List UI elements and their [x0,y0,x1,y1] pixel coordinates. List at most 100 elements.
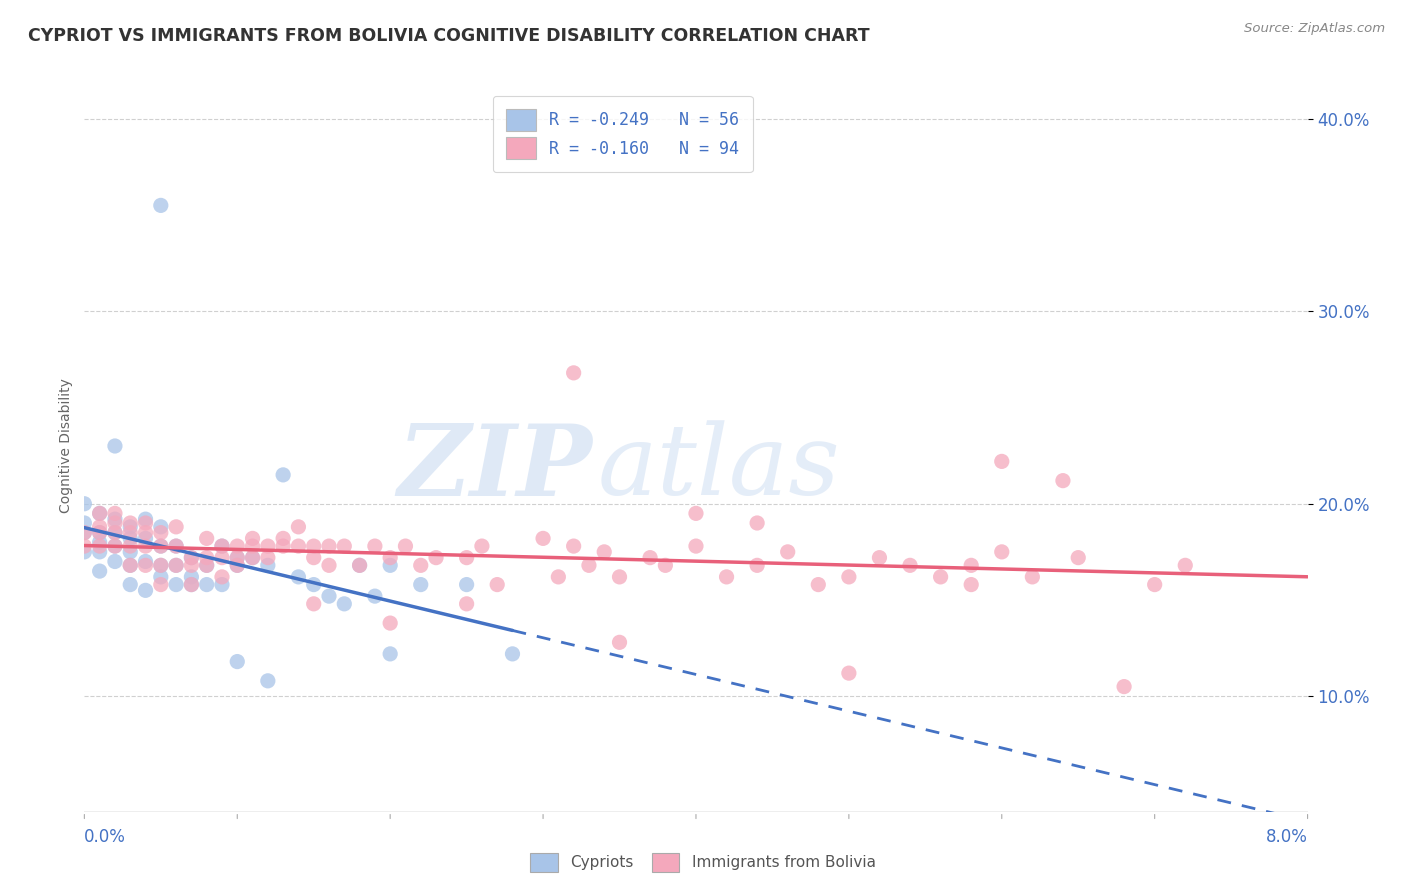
Point [180,577,202,591]
Point [89,545,111,559]
Legend: R = -0.249   N = 56, R = -0.160   N = 94: R = -0.249 N = 56, R = -0.160 N = 94 [492,96,752,172]
Point [211,539,233,553]
Point [89,564,111,578]
Point [165,558,187,573]
Point [991,545,1014,559]
Point [242,532,264,546]
Point [120,525,142,540]
Point [609,635,631,649]
Point [929,570,952,584]
Point [685,539,707,553]
Point [318,589,340,603]
Point [502,647,524,661]
Point [1067,550,1090,565]
Point [242,550,264,565]
Point [394,539,416,553]
Point [149,570,172,584]
Point [1174,558,1197,573]
Point [716,570,738,584]
Point [89,507,111,521]
Point [456,550,478,565]
Point [685,507,707,521]
Legend: Cypriots, Immigrants from Bolivia: Cypriots, Immigrants from Bolivia [523,845,883,880]
Point [531,532,554,546]
Point [104,525,127,540]
Point [271,539,294,553]
Point [486,577,509,591]
Text: atlas: atlas [598,420,841,516]
Point [104,539,127,553]
Point [165,520,187,534]
Point [120,577,142,591]
Point [960,577,983,591]
Point [226,550,249,565]
Point [991,454,1014,468]
Point [211,539,233,553]
Point [135,539,157,553]
Point [195,577,218,591]
Point [120,532,142,546]
Point [120,558,142,573]
Point [89,539,111,553]
Point [135,583,157,598]
Point [73,525,96,540]
Point [562,366,585,380]
Text: 0.0%: 0.0% [84,829,127,847]
Point [104,512,127,526]
Point [104,439,127,453]
Point [287,539,309,553]
Point [287,570,309,584]
Point [1021,570,1043,584]
Point [776,545,799,559]
Point [226,558,249,573]
Point [318,558,340,573]
Point [578,558,600,573]
Point [180,550,202,565]
Point [349,558,371,573]
Point [898,558,921,573]
Point [638,550,661,565]
Point [149,558,172,573]
Point [364,539,387,553]
Point [838,570,860,584]
Text: 8.0%: 8.0% [1265,829,1308,847]
Point [135,554,157,568]
Point [104,539,127,553]
Point [257,539,280,553]
Point [104,507,127,521]
Point [180,577,202,591]
Point [287,520,309,534]
Point [562,539,585,553]
Point [180,570,202,584]
Point [120,520,142,534]
Point [807,577,830,591]
Point [180,558,202,573]
Point [747,558,769,573]
Point [547,570,569,584]
Y-axis label: Cognitive Disability: Cognitive Disability [59,378,73,514]
Point [838,666,860,681]
Point [380,558,402,573]
Point [302,577,325,591]
Point [149,520,172,534]
Point [1143,577,1166,591]
Point [149,198,172,212]
Point [960,558,983,573]
Point [226,558,249,573]
Point [89,535,111,549]
Point [226,550,249,565]
Point [1052,474,1074,488]
Point [226,539,249,553]
Point [73,497,96,511]
Point [257,558,280,573]
Point [195,558,218,573]
Point [211,577,233,591]
Point [89,525,111,540]
Point [73,539,96,553]
Point [149,525,172,540]
Point [195,550,218,565]
Point [165,577,187,591]
Point [195,532,218,546]
Point [302,597,325,611]
Point [747,516,769,530]
